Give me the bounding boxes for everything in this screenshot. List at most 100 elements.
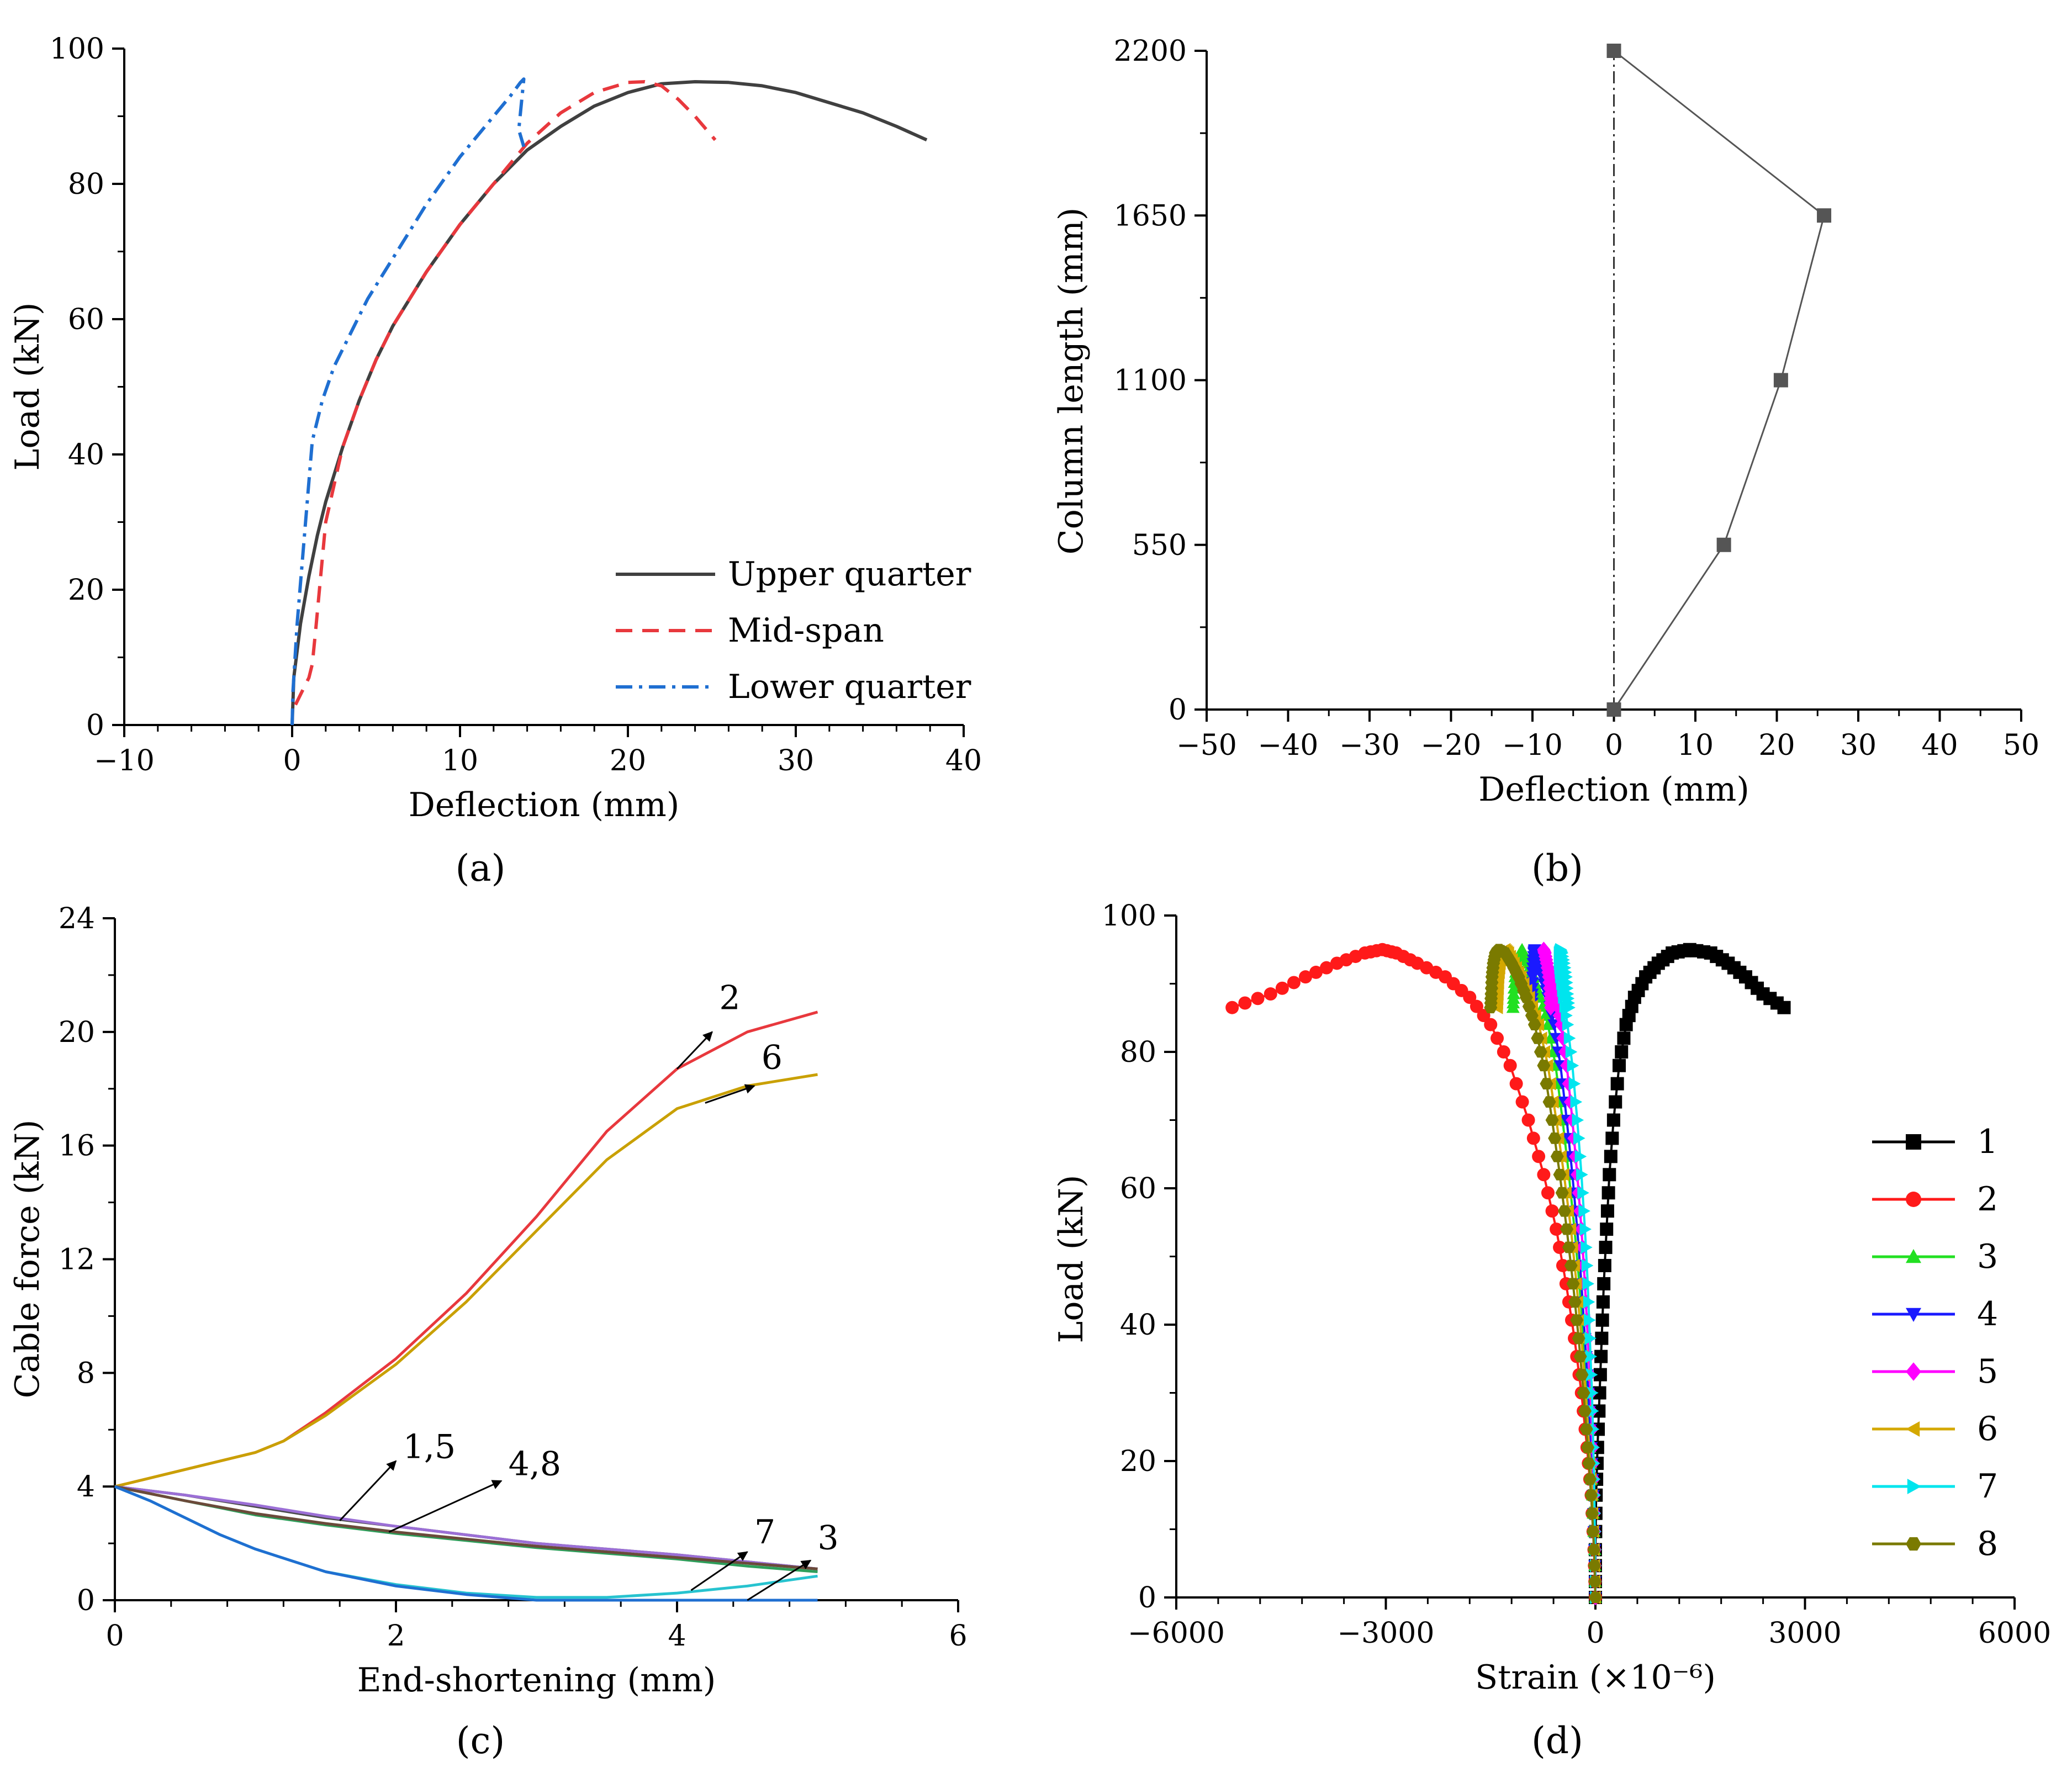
data-point xyxy=(1562,1018,1574,1031)
data-point xyxy=(1606,1113,1620,1127)
y-tick-label: 80 xyxy=(68,168,104,201)
data-point xyxy=(1550,1223,1563,1236)
series-line-6 xyxy=(114,1073,818,1488)
series-line-mid-span xyxy=(294,80,717,706)
x-tick-label: 6000 xyxy=(1978,1617,2051,1650)
x-tick-label: 0 xyxy=(1605,729,1623,762)
y-tick-label: 0 xyxy=(1138,1581,1156,1615)
data-point xyxy=(1584,1489,1598,1501)
data-point xyxy=(1589,1591,1602,1604)
data-point xyxy=(1537,1060,1551,1072)
data-point xyxy=(1570,1095,1583,1109)
series-line-upper-quarter xyxy=(290,80,928,726)
data-point xyxy=(1527,1019,1541,1030)
panel-b-label: (b) xyxy=(1531,847,1583,890)
y-tick-label: 0 xyxy=(77,1584,95,1617)
y-tick-label: 4 xyxy=(77,1470,95,1504)
x-axis-title: Deflection (mm) xyxy=(409,786,680,824)
data-point xyxy=(1585,1368,1598,1382)
legend-label-7: 7 xyxy=(1977,1467,1998,1506)
data-point xyxy=(1565,1045,1578,1059)
series-line-5 xyxy=(114,1485,818,1570)
data-point xyxy=(1716,537,1731,552)
x-tick-label: 4 xyxy=(668,1620,686,1653)
data-point xyxy=(1541,1018,1555,1030)
annotation-arrow xyxy=(339,1460,397,1521)
data-point xyxy=(1490,1031,1504,1045)
data-point xyxy=(1553,1168,1567,1181)
data-point xyxy=(1570,1314,1584,1326)
annotation-label: 3 xyxy=(818,1518,839,1557)
x-axis-title: End-shortening (mm) xyxy=(357,1661,716,1700)
y-tick-label: 60 xyxy=(68,303,104,336)
panel-d-plot: −6000 −3000 0 3000 6000 0 20 40 60 80 100 Strain (×… xyxy=(1052,899,2051,1697)
series-line-3 xyxy=(114,1485,818,1602)
data-point xyxy=(1579,1223,1592,1236)
data-point xyxy=(1526,1131,1540,1145)
data-point xyxy=(1309,965,1323,979)
y-tick-label: 8 xyxy=(77,1357,95,1390)
data-point xyxy=(1287,976,1301,989)
data-point xyxy=(1578,1204,1590,1218)
y-tick-label: 20 xyxy=(68,574,104,607)
data-point xyxy=(1264,987,1277,1001)
y-axis-title: Cable force (kN) xyxy=(8,1120,47,1399)
x-tick-label: 0 xyxy=(283,744,301,777)
y-tick-label: 40 xyxy=(68,438,104,472)
data-point xyxy=(1576,1168,1588,1182)
data-point xyxy=(1581,1441,1595,1453)
x-tick-label: −6000 xyxy=(1128,1617,1225,1650)
data-point xyxy=(1582,1277,1595,1290)
series-line-8 xyxy=(114,1485,818,1570)
data-point xyxy=(1600,1223,1614,1236)
data-point xyxy=(1573,1131,1585,1145)
legend-marker-6 xyxy=(1906,1421,1920,1437)
y-tick-label: 80 xyxy=(1120,1036,1156,1069)
y-tick-label: 1100 xyxy=(1114,364,1187,398)
data-point xyxy=(1587,1544,1601,1555)
data-point xyxy=(1541,1186,1555,1200)
y-tick-label: 0 xyxy=(1169,694,1187,727)
y-tick-label: 24 xyxy=(59,902,95,935)
data-point xyxy=(1522,1001,1536,1013)
data-point xyxy=(1587,1404,1599,1418)
y-tick-label: 0 xyxy=(86,709,104,742)
data-point xyxy=(1548,1133,1562,1144)
panel-b: −50 −40 −30 −20 −10 0 10 20 30 40 50 0 550 1100 1650 22… xyxy=(1052,35,2039,890)
data-point xyxy=(1568,1296,1582,1308)
series-line-7 xyxy=(114,1485,818,1599)
x-tick-label: 2 xyxy=(387,1620,405,1653)
x-tick-label: 30 xyxy=(1840,729,1877,762)
x-tick-label: 10 xyxy=(1677,729,1714,762)
data-point xyxy=(1606,44,1621,58)
data-point xyxy=(1555,1017,1568,1033)
data-point xyxy=(1553,1241,1567,1255)
data-point xyxy=(1605,1131,1619,1145)
data-point xyxy=(1521,1113,1535,1127)
y-tick-label: 2200 xyxy=(1114,35,1187,68)
data-point xyxy=(1568,1077,1581,1091)
data-point xyxy=(1599,1241,1613,1255)
x-tick-label: 20 xyxy=(1758,729,1795,762)
legend-label-2: 2 xyxy=(1977,1180,1998,1219)
data-point xyxy=(1225,1001,1239,1014)
y-axis-title: Load (kN) xyxy=(1052,1175,1091,1343)
data-point xyxy=(1470,999,1483,1013)
legend-label-5: 5 xyxy=(1977,1352,1998,1391)
panel-a-label: (a) xyxy=(456,847,506,890)
data-point xyxy=(1540,1078,1553,1089)
data-point xyxy=(1557,1205,1571,1217)
data-point xyxy=(1251,992,1265,1006)
data-point xyxy=(1586,1526,1600,1537)
data-point xyxy=(1596,1295,1610,1309)
x-tick-label: 50 xyxy=(2003,729,2039,762)
annotation-arrow xyxy=(388,1480,503,1533)
data-point xyxy=(1275,981,1289,995)
data-point xyxy=(1573,1351,1587,1362)
x-tick-label: −3000 xyxy=(1338,1617,1435,1650)
data-point xyxy=(1613,1059,1626,1072)
x-tick-label: 0 xyxy=(1586,1617,1604,1650)
x-tick-label: −10 xyxy=(94,744,155,777)
